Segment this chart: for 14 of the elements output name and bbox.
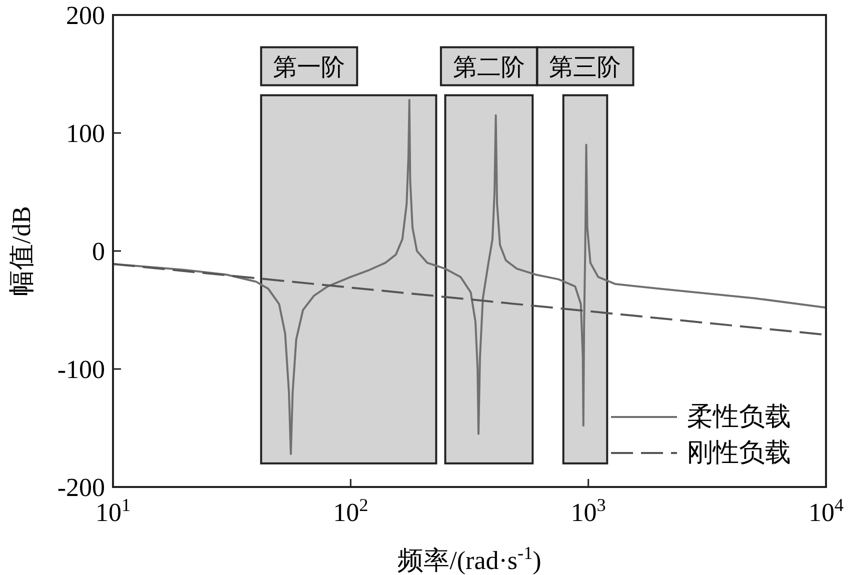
- y-tick-label: 0: [92, 237, 105, 266]
- y-axis-title: 幅值/dB: [7, 206, 36, 296]
- x-tick-label: 10$^{4}$: [808, 495, 844, 527]
- legend-label: 第三阶: [549, 55, 622, 82]
- x-tick-label: 10$^{2}$: [333, 495, 368, 527]
- x-tick-label: 10$^{3}$: [570, 495, 606, 527]
- band-label: 第一阶: [273, 55, 346, 82]
- band-label: 第二阶: [452, 55, 525, 82]
- x-axis-title: 频率/(rad·s$^{-1}$): [398, 543, 542, 575]
- legend-label: 柔性负载: [687, 402, 791, 431]
- y-tick-label: 100: [66, 119, 105, 148]
- y-tick-label: 200: [66, 1, 105, 30]
- y-tick-label: -100: [57, 355, 105, 384]
- legend-label: 刚性负载: [687, 438, 791, 467]
